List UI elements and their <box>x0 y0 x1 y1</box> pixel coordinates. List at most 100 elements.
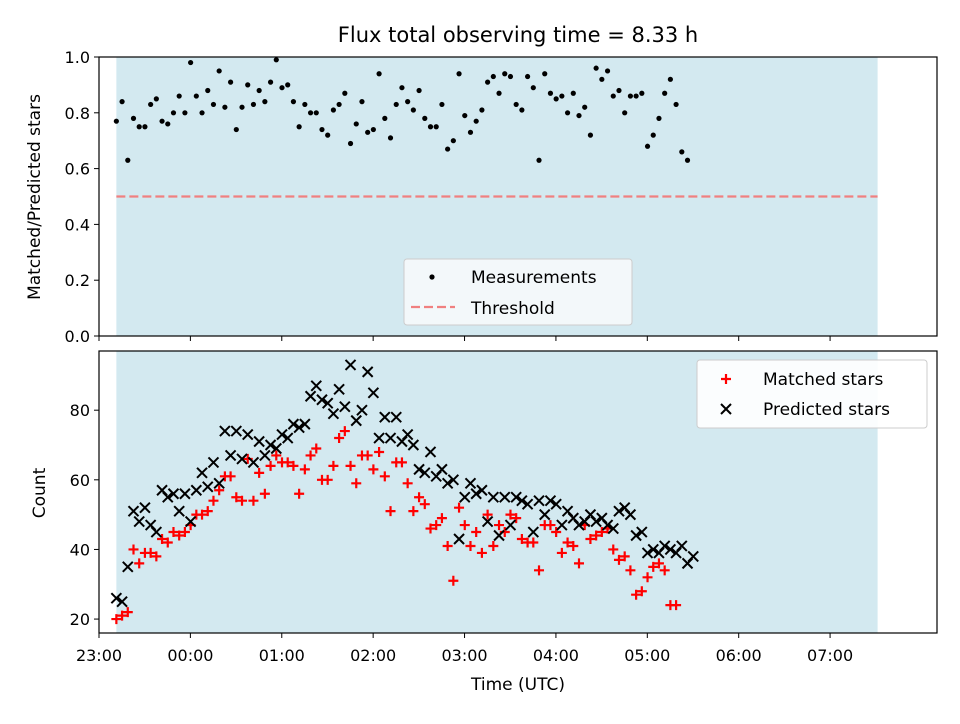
measurement-point <box>113 118 119 124</box>
predicted-star-point <box>516 494 528 507</box>
predicted-star-point <box>162 491 174 503</box>
measurement-point <box>627 93 634 99</box>
bottom-legend-box <box>696 359 928 429</box>
legend-matched-label: Matched stars <box>763 370 883 390</box>
matched-star-point <box>117 610 128 621</box>
measurement-point <box>479 107 485 113</box>
x-tick-label: 01:00 <box>259 646 305 665</box>
matched-star-point <box>619 551 630 562</box>
predicted-star-point <box>259 449 271 462</box>
matched-star-point <box>162 537 173 548</box>
measurement-point <box>650 132 656 138</box>
measurement-point <box>290 99 297 105</box>
measurement-point <box>433 124 439 130</box>
measurement-point <box>170 110 177 116</box>
measurement-point <box>416 87 422 94</box>
measurement-point <box>673 101 679 108</box>
measurement-point <box>159 118 165 124</box>
bottom-y-ticks: 20 40 60 80 <box>70 401 99 629</box>
matched-star-point <box>259 488 270 499</box>
measurement-point <box>153 96 159 102</box>
matched-star-point <box>396 457 407 468</box>
predicted-star-point <box>590 515 602 528</box>
predicted-star-point <box>436 463 448 476</box>
predicted-star-point <box>339 400 351 413</box>
predicted-star-point <box>127 505 140 517</box>
matched-star-point <box>631 589 642 600</box>
predicted-star-point <box>333 383 345 396</box>
measurement-point <box>342 90 348 96</box>
matched-star-point <box>659 565 670 576</box>
measurement-point <box>622 110 628 116</box>
predicted-star-point <box>459 491 471 503</box>
x-tick-label: 00:00 <box>167 646 213 665</box>
legend-matched-marker <box>721 374 731 384</box>
matched-star-point <box>505 509 516 520</box>
predicted-star-point <box>321 397 334 409</box>
x-tick-label: 07:00 <box>807 646 853 665</box>
predicted-star-point <box>424 446 437 458</box>
matched-star-point <box>362 450 373 461</box>
measurement-point <box>576 112 582 119</box>
measurement-point <box>330 107 337 113</box>
matched-star-point <box>328 460 339 471</box>
matched-star-point <box>402 478 413 489</box>
matched-star-point <box>573 558 584 569</box>
matched-star-point <box>145 547 156 558</box>
matched-star-point <box>528 537 539 548</box>
predicted-star-point <box>236 453 248 465</box>
predicted-star-point <box>253 435 265 448</box>
matched-star-point <box>197 509 208 520</box>
matched-star-point <box>157 534 168 544</box>
predicted-star-point <box>116 595 128 608</box>
predicted-star-point <box>441 477 454 490</box>
matched-star-point <box>379 471 390 482</box>
matched-star-point <box>414 492 425 503</box>
predicted-star-point <box>464 477 477 490</box>
measurement-point <box>456 71 462 77</box>
measurement-point <box>450 138 456 144</box>
predicted-star-point <box>139 501 151 514</box>
measurement-point <box>570 90 576 96</box>
x-tick-label: 03:00 <box>441 646 487 665</box>
predicted-star-point <box>184 515 197 528</box>
top-legend-box <box>403 258 633 326</box>
measurement-point <box>490 73 496 80</box>
matched-star-point <box>568 540 579 551</box>
measurement-point <box>130 115 137 121</box>
measurement-point <box>227 79 234 85</box>
predicted-star-point <box>573 519 585 531</box>
measurement-point <box>216 68 222 74</box>
measurement-point <box>222 104 228 110</box>
measurement-point <box>684 157 691 163</box>
measurement-point <box>256 87 262 94</box>
predicted-star-point <box>447 474 460 486</box>
predicted-star-point <box>361 366 374 378</box>
measurement-point <box>262 99 268 105</box>
measurement-point <box>325 132 331 138</box>
measurement-point <box>142 124 148 130</box>
predicted-star-point <box>230 425 243 437</box>
measurement-point <box>302 101 308 108</box>
top-axes-frame <box>98 56 938 337</box>
measurement-point <box>365 129 371 135</box>
predicted-star-point <box>310 380 322 392</box>
matched-star-point <box>551 527 562 538</box>
predicted-star-point <box>133 515 145 528</box>
matched-star-point <box>271 450 282 461</box>
measurement-point <box>473 118 479 124</box>
predicted-star-point <box>539 508 551 521</box>
predicted-star-point <box>527 526 540 538</box>
matched-star-point <box>488 540 499 551</box>
matched-star-point <box>299 464 310 475</box>
matched-star-point <box>545 520 556 531</box>
measurement-point <box>188 59 194 66</box>
matched-star-point <box>339 426 350 437</box>
measurement-point <box>307 110 314 116</box>
measurement-point <box>353 121 359 127</box>
matched-star-point <box>671 600 682 611</box>
predicted-star-point <box>453 533 465 545</box>
matched-star-point <box>248 495 259 506</box>
measurement-point <box>679 149 685 155</box>
measurement-point <box>599 76 605 82</box>
